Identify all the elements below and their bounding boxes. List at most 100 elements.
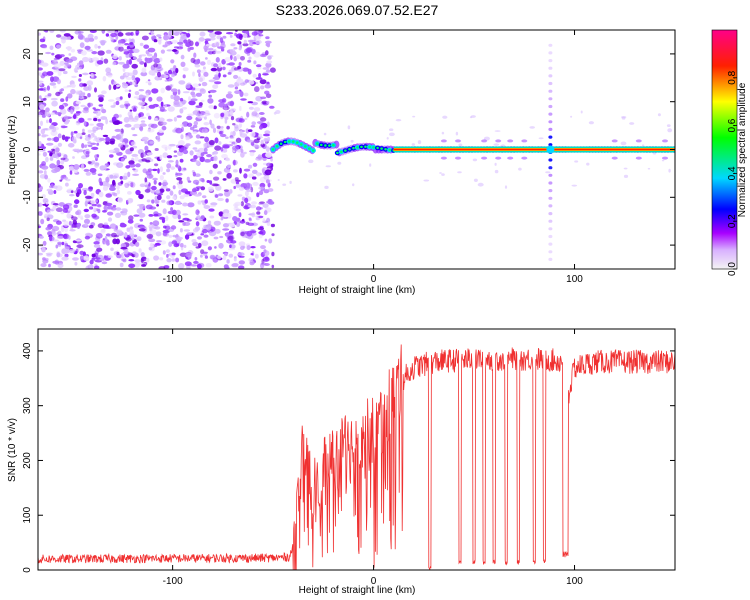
- noise-blob: [239, 130, 243, 136]
- noise-blob: [63, 70, 68, 75]
- noise-blob: [78, 183, 83, 189]
- noise-blob: [144, 57, 148, 62]
- noise-blob: [222, 228, 230, 231]
- noise-blob: [119, 137, 124, 142]
- noise-blob: [110, 32, 117, 38]
- noise-blob: [47, 137, 52, 141]
- noise-blob: [256, 156, 263, 159]
- noise-blob: [209, 119, 212, 125]
- noise-blob: [173, 95, 180, 102]
- noise-blob: [246, 245, 251, 251]
- noise-blob: [176, 177, 183, 181]
- noise-blob: [473, 178, 478, 182]
- noise-blob: [135, 163, 141, 168]
- noise-blob: [74, 261, 78, 266]
- noise-blob: [179, 97, 184, 102]
- noise-blob: [545, 171, 551, 174]
- noise-blob: [120, 157, 125, 162]
- noise-blob: [144, 140, 148, 145]
- noise-blob: [67, 143, 75, 148]
- noise-blob: [134, 91, 140, 96]
- noise-blob: [39, 202, 43, 208]
- noise-blob: [229, 34, 233, 38]
- noise-blob: [76, 66, 82, 70]
- noise-blob: [173, 116, 177, 122]
- noise-blob: [166, 118, 173, 122]
- noise-blob: [128, 163, 136, 168]
- noise-blob: [151, 88, 159, 94]
- noise-blob: [211, 183, 219, 187]
- noise-blob: [119, 176, 123, 180]
- noise-blob: [251, 212, 256, 218]
- noise-blob: [95, 232, 103, 239]
- noise-blob: [184, 261, 192, 267]
- noise-blob: [87, 129, 93, 133]
- noise-blob: [222, 66, 226, 71]
- noise-blob: [225, 198, 229, 203]
- noise-blob: [156, 204, 160, 207]
- noise-blob: [233, 47, 238, 50]
- noise-blob: [45, 252, 53, 255]
- noise-blob: [171, 209, 177, 215]
- noise-blob: [178, 220, 185, 223]
- noise-blob: [199, 88, 206, 94]
- snr-plot-area: [38, 329, 675, 570]
- noise-blob: [153, 179, 157, 185]
- noise-blob: [128, 38, 132, 43]
- noise-blob: [53, 136, 60, 143]
- noise-blob: [210, 36, 216, 41]
- noise-blob: [250, 232, 257, 236]
- noise-blob: [203, 143, 208, 147]
- noise-blob: [190, 57, 196, 64]
- noise-blob: [235, 208, 241, 212]
- noise-blob: [46, 119, 49, 124]
- noise-blob: [50, 130, 58, 137]
- noise-blob: [91, 57, 100, 62]
- noise-blob: [87, 144, 93, 148]
- noise-blob: [107, 99, 115, 102]
- noise-blob: [91, 213, 97, 218]
- noise-blob: [60, 226, 65, 232]
- spectrogram-ytick-label: -10: [22, 190, 33, 205]
- noise-blob: [193, 260, 199, 264]
- noise-blob: [191, 93, 196, 98]
- noise-blob: [92, 130, 96, 134]
- sideband-blob: [635, 139, 642, 143]
- noise-blob: [52, 203, 59, 206]
- signal-core: [376, 146, 379, 150]
- noise-blob: [62, 204, 70, 210]
- noise-blob: [171, 39, 178, 44]
- noise-blob: [256, 172, 260, 177]
- noise-blob: [84, 214, 91, 219]
- noise-blob: [103, 255, 107, 259]
- noise-blob: [256, 192, 260, 198]
- noise-blob: [213, 176, 220, 181]
- noise-blob: [59, 54, 65, 58]
- noise-blob: [457, 171, 462, 174]
- noise-blob: [241, 218, 245, 222]
- noise-blob: [38, 133, 41, 137]
- noise-blob: [118, 143, 124, 148]
- noise-blob: [240, 245, 245, 250]
- noise-blob: [243, 168, 251, 172]
- noise-blob: [73, 164, 80, 170]
- snr-ytick-label: 400: [22, 342, 33, 359]
- noise-blob: [153, 255, 160, 261]
- noise-blob: [70, 48, 75, 53]
- noise-blob: [82, 128, 85, 133]
- noise-blob: [235, 183, 241, 188]
- noise-blob: [84, 235, 90, 240]
- noise-blob: [106, 205, 114, 210]
- noise-blob: [161, 218, 166, 224]
- noise-blob: [171, 240, 178, 245]
- snr-ytick-label: 200: [22, 452, 33, 469]
- noise-blob: [588, 121, 595, 125]
- noise-blob: [50, 76, 54, 83]
- noise-blob: [110, 247, 114, 252]
- noise-blob: [152, 220, 160, 227]
- noise-blob: [213, 220, 221, 226]
- noise-blob: [54, 111, 62, 115]
- noise-blob: [132, 251, 137, 255]
- noise-blob: [105, 226, 112, 229]
